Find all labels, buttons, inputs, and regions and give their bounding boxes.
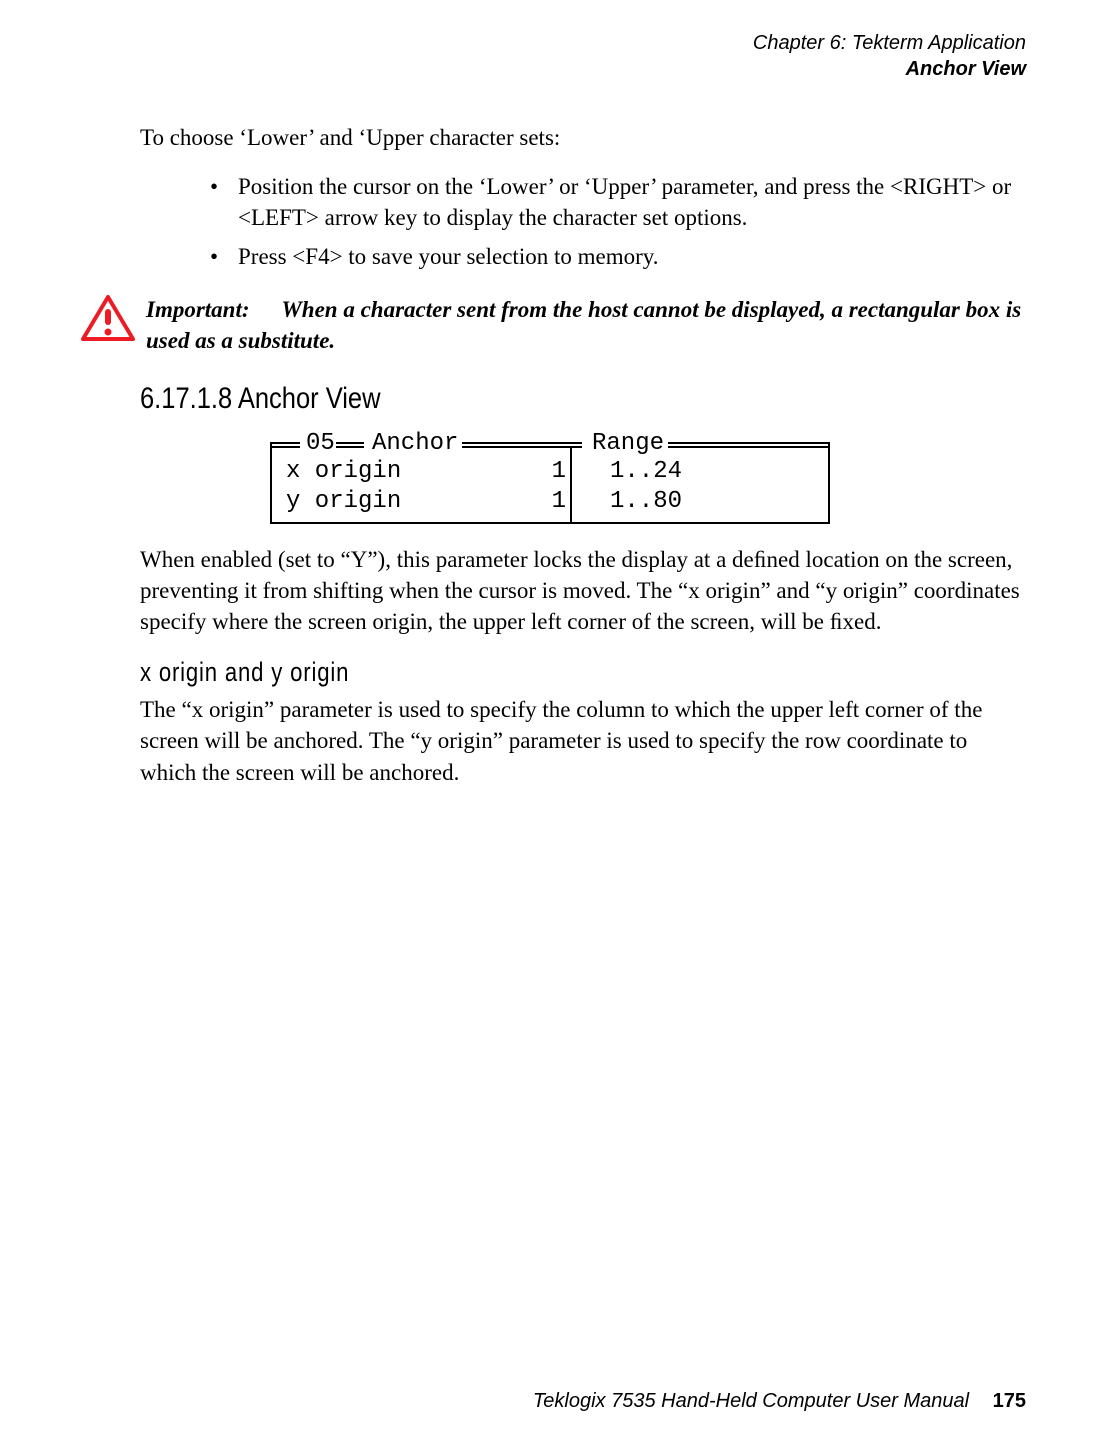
paragraph: When enabled (set to “Y”), this paramete… [140,544,1026,637]
anchor-box: 05 Anchor Range x origin 1 1..24 y origi… [270,430,830,524]
header-section: Anchor View [140,56,1026,82]
footer: Teklogix 7535 Hand-Held Computer User Ma… [533,1390,1026,1413]
warning-icon [80,294,136,342]
running-header: Chapter 6: Tekterm Application Anchor Vi… [140,30,1026,82]
table-row: x origin 1 1..24 [286,456,814,487]
important-block: Important: When a character sent from th… [140,294,1026,356]
intro-paragraph: To choose ‘Lower’ and ‘Upper character s… [140,122,1026,153]
bullet-list: Position the cursor on the ‘Lower’ or ‘U… [140,171,1026,272]
box-top-rule [270,442,300,448]
paragraph: The “x origin” parameter is used to spec… [140,694,1026,787]
important-text: Important: When a character sent from th… [146,294,1026,356]
table-row: y origin 1 1..80 [286,486,814,517]
box-border [270,522,830,524]
footer-book-title: Teklogix 7535 Hand-Held Computer User Ma… [533,1390,969,1412]
list-item: Position the cursor on the ‘Lower’ or ‘U… [210,171,1026,233]
section-heading: 6.17.1.8 Anchor View [140,382,893,416]
param-value: 1 [486,456,588,487]
footer-page-number: 175 [993,1390,1026,1412]
box-top-label-anchor: Anchor [370,428,460,459]
header-chapter: Chapter 6: Tekterm Application [140,30,1026,56]
sub-heading: x origin and y origin [140,657,867,688]
param-range: 1..80 [588,486,682,517]
box-top-label-05: 05 [304,428,337,459]
box-top-rule [462,442,582,448]
box-border [828,442,830,524]
page: Chapter 6: Tekterm Application Anchor Vi… [0,0,1116,1451]
param-range: 1..24 [588,456,682,487]
param-value: 1 [486,486,588,517]
box-top-rule [668,442,830,448]
param-name: x origin [286,456,486,487]
param-name: y origin [286,486,486,517]
important-label: Important: [146,294,276,325]
box-top-rule [336,442,364,448]
box-border [270,442,272,524]
anchor-box-container: 05 Anchor Range x origin 1 1..24 y origi… [140,430,1026,524]
list-item: Press <F4> to save your selection to mem… [210,241,1026,272]
important-body: When a character sent from the host cann… [146,297,1021,353]
box-top-label-range: Range [590,428,666,459]
